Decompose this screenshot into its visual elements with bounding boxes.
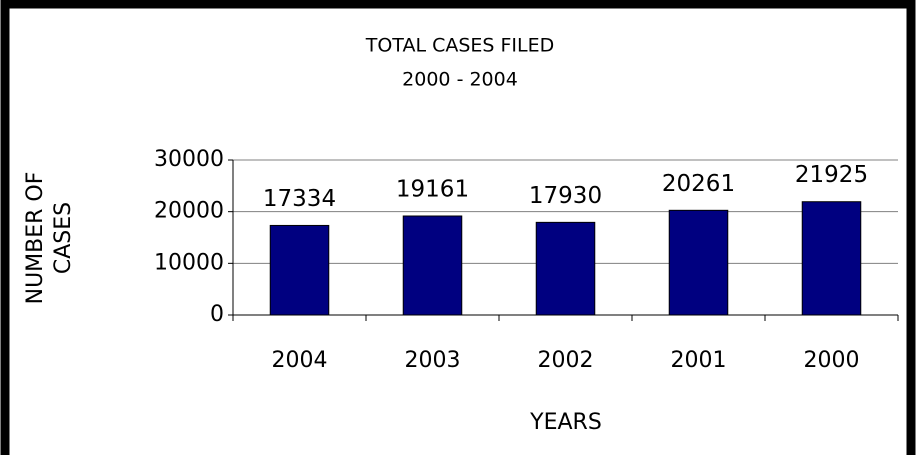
- data-label: 19161: [396, 177, 469, 203]
- bar: [668, 209, 729, 316]
- data-label: 20261: [662, 171, 735, 197]
- y-tick-label: 20000: [154, 199, 224, 224]
- data-label: 21925: [795, 162, 868, 188]
- x-tick-label: 2002: [538, 348, 594, 373]
- bar: [801, 201, 862, 316]
- x-tick-label: 2003: [405, 348, 461, 373]
- y-tick-label: 30000: [154, 147, 224, 172]
- y-axis-title-line: CASES: [51, 202, 76, 274]
- data-label: 17930: [529, 183, 602, 209]
- x-axis-title: YEARS: [529, 410, 602, 435]
- bar: [535, 221, 596, 316]
- chart-subtitle: 2000 - 2004: [402, 69, 518, 91]
- chart-title: TOTAL CASES FILED: [365, 35, 555, 57]
- y-axis-title: NUMBER OF CASES: [23, 172, 76, 305]
- x-tick-label: 2004: [272, 348, 328, 373]
- y-axis-title-line: NUMBER OF: [23, 172, 48, 305]
- y-tick-label: 10000: [154, 250, 224, 275]
- y-tick-label: 0: [210, 302, 224, 327]
- x-tick-label: 2000: [804, 348, 860, 373]
- x-tick-label: 2001: [671, 348, 727, 373]
- bar: [269, 224, 330, 316]
- bar: [402, 215, 463, 316]
- data-label: 17334: [263, 186, 336, 212]
